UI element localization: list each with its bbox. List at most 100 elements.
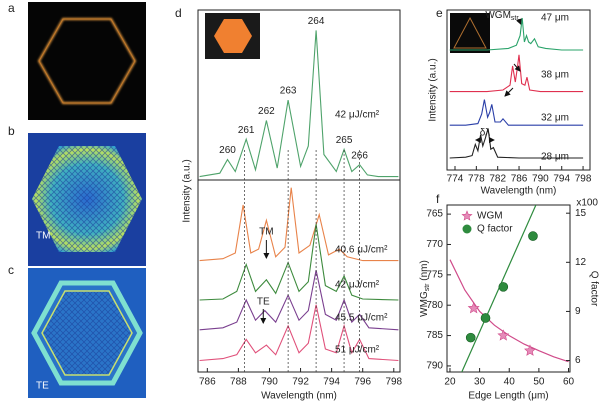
- mode-label: 260: [219, 145, 236, 156]
- x-tick-label: 782: [489, 174, 506, 185]
- series-label: 32 μm: [541, 113, 569, 124]
- y-tick-label: 790: [426, 361, 443, 372]
- plot-frame: [446, 204, 571, 373]
- spectrum-line: [199, 187, 399, 262]
- x-tick-label: 30: [474, 377, 486, 388]
- x-tick-label: 790: [261, 377, 278, 388]
- fit-line: [449, 259, 569, 363]
- image-label: TM: [36, 231, 50, 242]
- spectrum-line: [449, 54, 584, 93]
- y-axis-label: Intensity (a.u.): [182, 159, 193, 222]
- y-tick-label: 770: [426, 239, 443, 250]
- mode-label: 265: [336, 135, 353, 146]
- x-tick-label: 786: [511, 174, 528, 185]
- spectrum-line: [199, 304, 399, 362]
- y-axis-label: Intensity (a.u.): [428, 58, 439, 121]
- spectrum-line: [199, 30, 399, 178]
- inset-e: [450, 13, 490, 53]
- star-marker: [497, 329, 510, 341]
- y2-scale-label: x100: [576, 198, 598, 209]
- series-label: 40.6 μJ/cm²: [335, 245, 388, 256]
- y2-tick-label: 12: [575, 257, 587, 268]
- x-tick-label: 792: [292, 377, 309, 388]
- x-tick-label: 796: [354, 377, 371, 388]
- y-axis-label: WMGstr (nm): [419, 260, 431, 317]
- legend-label: WGM: [477, 211, 503, 222]
- spectrum-line: [449, 17, 584, 51]
- x-tick-label: 788: [230, 377, 247, 388]
- legend-label: Q factor: [477, 224, 513, 235]
- circle-marker: [498, 282, 509, 292]
- inset-hexagon: [214, 19, 252, 53]
- plot-frame: [446, 9, 591, 171]
- y2-tick-label: 6: [575, 355, 581, 366]
- x-tick-label: 786: [199, 377, 216, 388]
- inset-triangle: [453, 16, 487, 49]
- x-axis-label: Wavelength (nm): [261, 391, 337, 402]
- annotation-sub: str: [511, 15, 519, 22]
- x-tick-label: 794: [323, 377, 340, 388]
- x-axis-label: Wavelength (nm): [481, 186, 557, 197]
- annotation-main: WGM: [485, 10, 511, 21]
- y-tick-label: 785: [426, 330, 443, 341]
- annotation-arrow: [516, 18, 522, 25]
- annotation: TE: [257, 297, 270, 308]
- x-tick-label: 50: [533, 377, 545, 388]
- mode-label: 264: [308, 16, 325, 27]
- panel-label: d: [175, 6, 182, 20]
- circle-marker: [465, 332, 476, 343]
- hexagon-inner: [41, 290, 133, 376]
- circle-marker: [480, 313, 491, 323]
- x-tick-label: 794: [553, 174, 570, 185]
- x-tick-label: 40: [504, 377, 516, 388]
- x-tick-label: 60: [563, 377, 575, 388]
- panel-label: f: [436, 192, 440, 206]
- series-label: 28 μm: [541, 152, 569, 163]
- y-tick-label: 765: [426, 209, 443, 220]
- x-tick-label: 774: [447, 174, 464, 185]
- series-label: 38 μm: [541, 70, 569, 81]
- x-axis-label: Edge Length (μm): [468, 391, 548, 402]
- series-label: 42 μJ/cm²: [335, 110, 380, 121]
- star-marker: [467, 301, 480, 314]
- mode-label: 263: [280, 86, 297, 97]
- hexagon-pattern: [32, 146, 142, 252]
- legend-marker: [461, 210, 473, 221]
- mode-label: 261: [238, 125, 255, 136]
- spectrum-line: [449, 128, 584, 159]
- annotation: TM: [259, 227, 273, 238]
- series-label: 42 μJ/cm²: [335, 280, 380, 291]
- plot-frame: [197, 179, 401, 373]
- spectrum-line: [449, 99, 584, 126]
- circle-marker: [528, 231, 538, 241]
- y2-tick-label: 15: [575, 208, 587, 219]
- x-tick-label: 20: [444, 377, 456, 388]
- y-axis-label-main: WMG: [419, 291, 430, 317]
- panel-label: b: [8, 124, 15, 138]
- y-tick-label: 775: [426, 269, 443, 280]
- star-marker: [524, 344, 536, 356]
- x-tick-label: 798: [575, 174, 592, 185]
- legend-marker: [462, 224, 472, 234]
- panel-label: e: [436, 6, 443, 20]
- pointer-arrow: [504, 87, 514, 97]
- series-label: 45.5 μJ/cm²: [335, 313, 388, 324]
- x-tick-label: 798: [385, 377, 402, 388]
- spectrum-line: [199, 224, 399, 301]
- y-axis-label-unit: (nm): [419, 260, 430, 283]
- image-label: TE: [36, 381, 49, 392]
- x-tick-label: 778: [468, 174, 485, 185]
- series-label: 51 μJ/cm²: [335, 345, 380, 356]
- series-label: 47 μm: [541, 13, 569, 24]
- mode-label: 262: [258, 106, 275, 117]
- y2-tick-label: 9: [575, 306, 581, 317]
- pointer-arrow: [513, 63, 521, 72]
- panel-label: a: [8, 1, 15, 15]
- x-tick-label: 790: [532, 174, 549, 185]
- y-axis-label-sub: str: [424, 283, 431, 291]
- y2-axis-label: Q factor: [588, 271, 599, 307]
- annotation: WGMstr: [485, 10, 519, 22]
- image-a: [28, 2, 146, 120]
- y-tick-label: 780: [426, 300, 443, 311]
